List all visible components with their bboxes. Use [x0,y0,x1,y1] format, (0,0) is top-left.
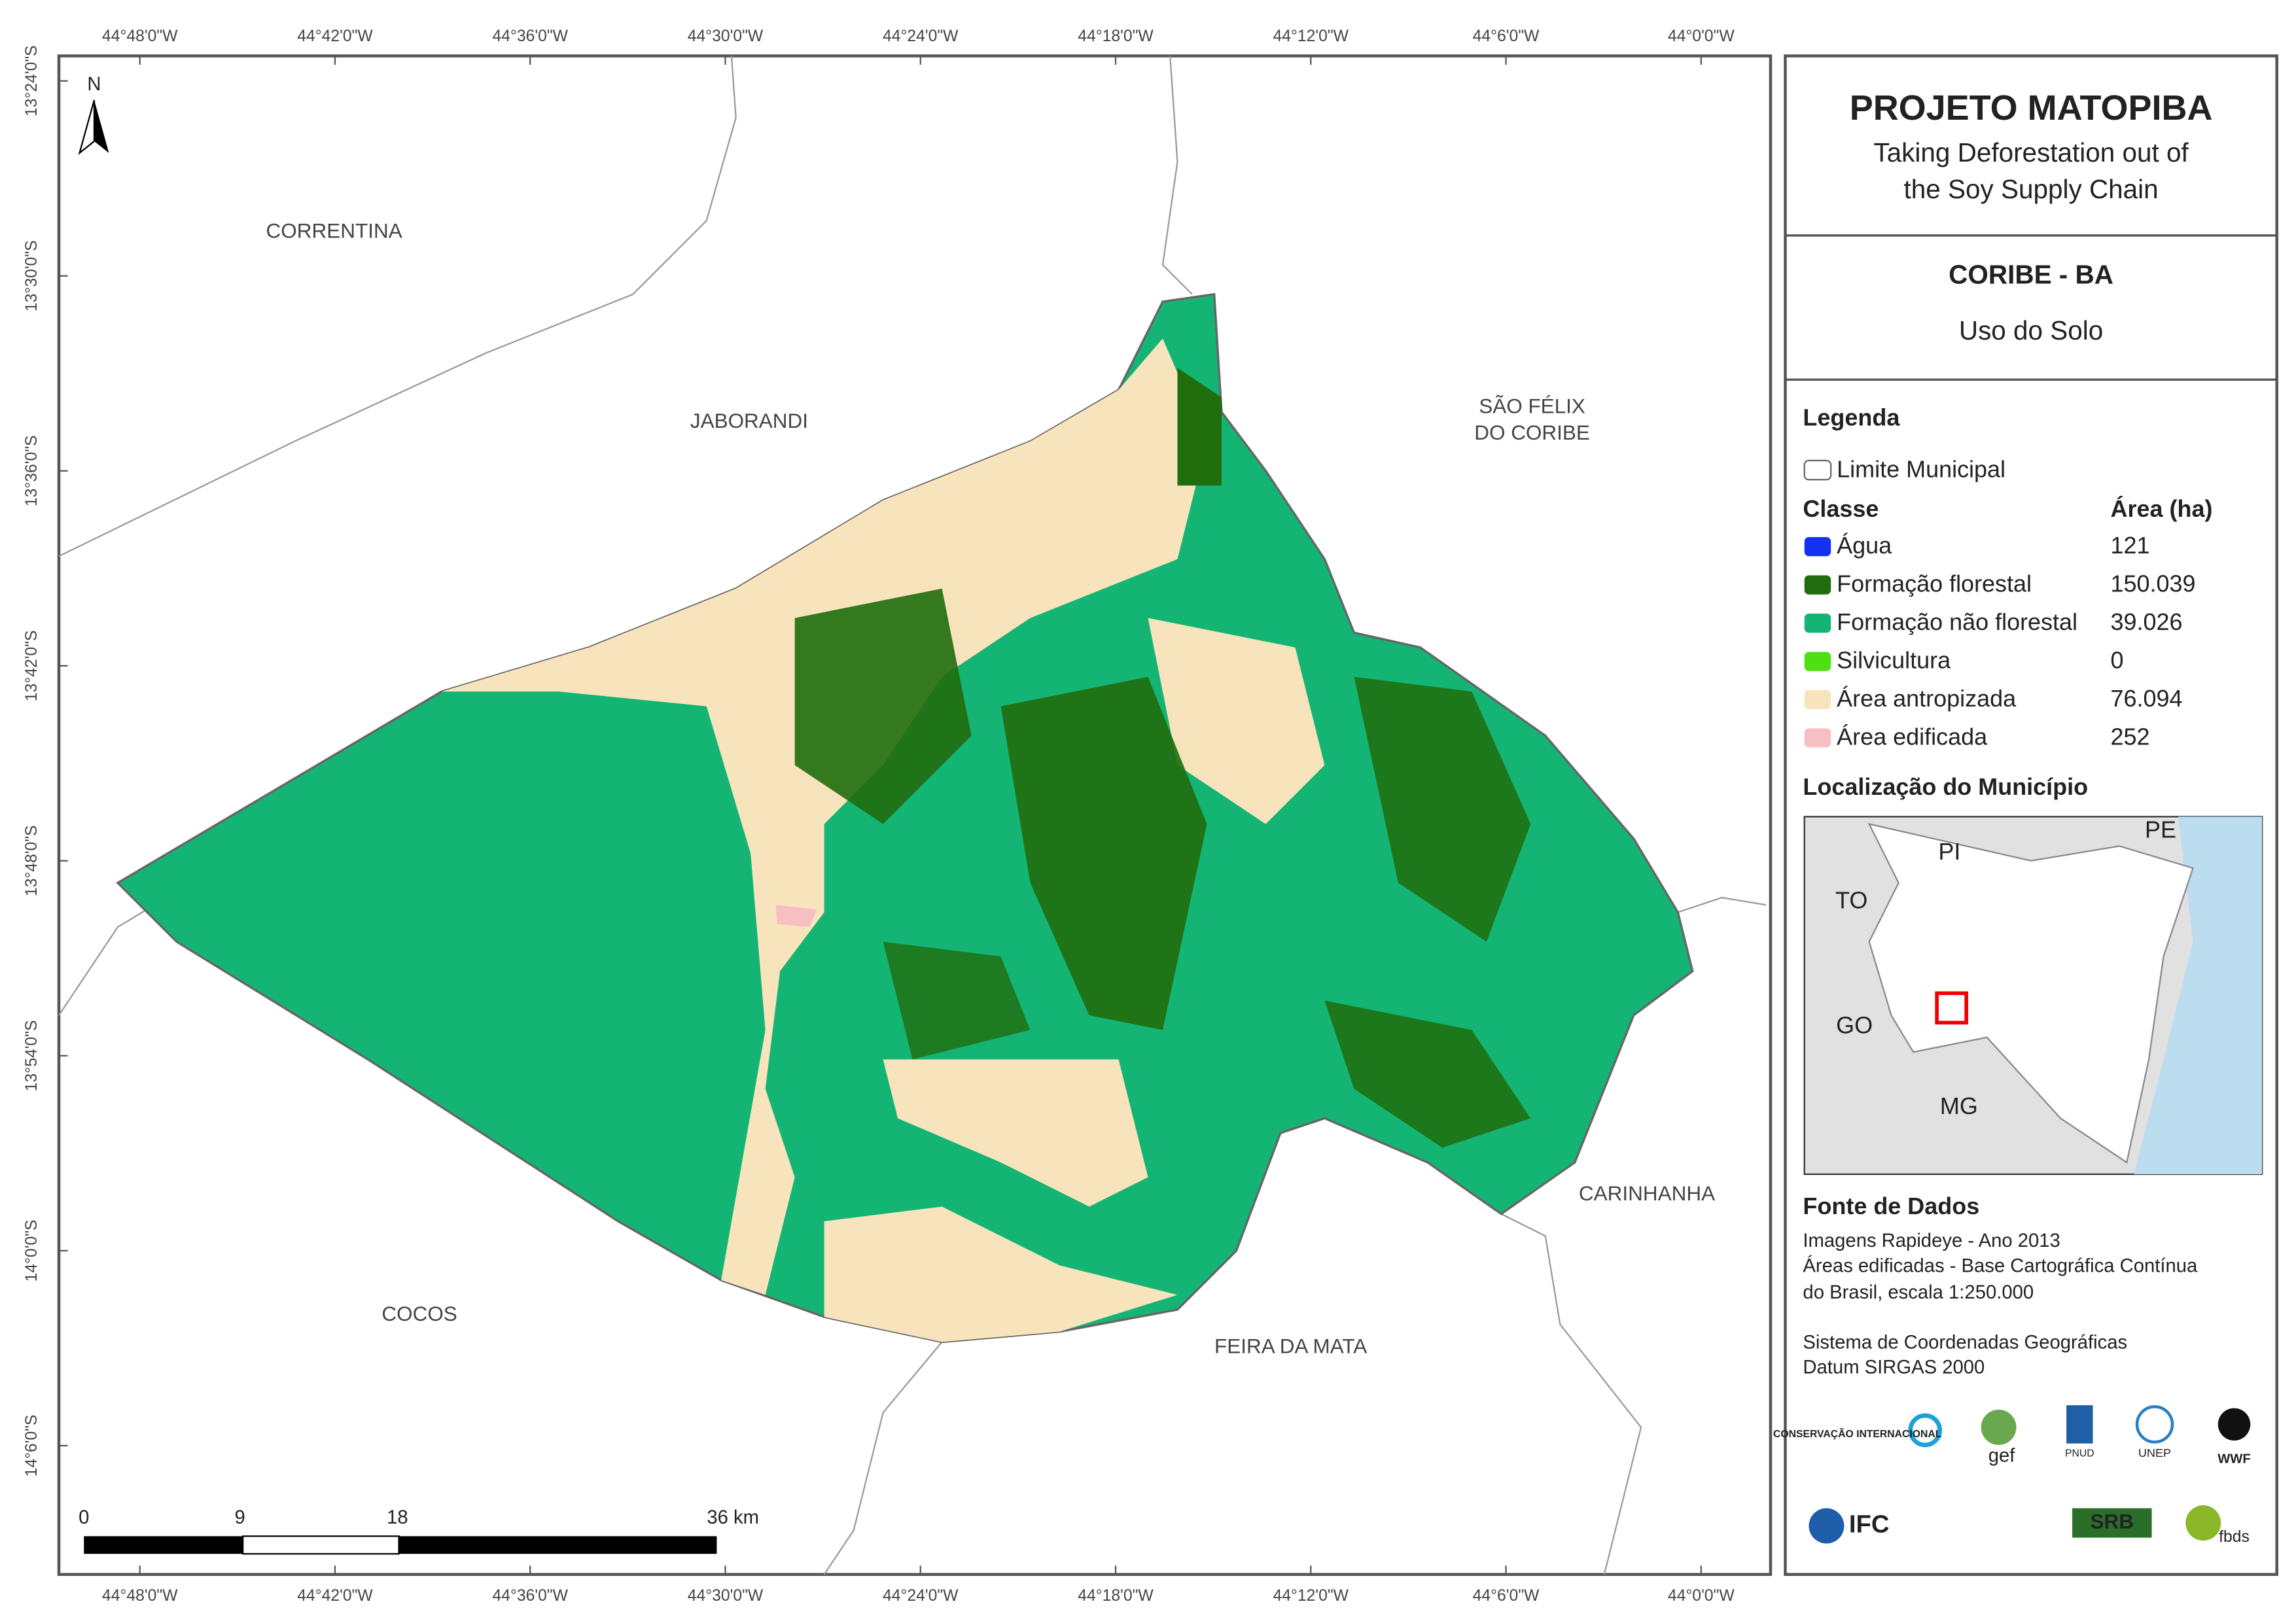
lon-label: 44°36'0"W [492,1587,568,1605]
lon-label: 44°24'0"W [883,1587,959,1605]
scale-label: 36 km [707,1507,759,1528]
lon-label: 44°12'0"W [1273,27,1349,45]
location-map: PI PE TO GO MG [1803,816,2263,1176]
lon-label: 44°48'0"W [102,1587,178,1605]
logo: PNUD [2065,1448,2094,1459]
lon-label: 44°24'0"W [883,27,959,45]
subtitle: the Soy Supply Chain [1903,174,2158,204]
legend-area: 121 [2111,532,2150,559]
place-label: FEIRA DA MATA [1214,1335,1367,1358]
legend-swatch [1804,689,1831,710]
state-label: TO [1835,886,1867,913]
legend-header: Área (ha) [2111,495,2213,522]
logo: SRB [2091,1509,2134,1533]
legend-label: Água [1837,532,1892,559]
lon-label: 44°0'0"W [1668,1587,1735,1605]
state-label: PI [1938,838,1960,865]
legend-swatch [1804,613,1831,633]
lon-label: 44°6'0"W [1473,1587,1540,1605]
logo: CONSERVAÇÃO INTERNACIONAL [1773,1427,1942,1440]
state-label: GO [1836,1012,1873,1039]
logo: fbds [2219,1528,2250,1546]
source-line: Áreas edificadas - Base Cartográfica Con… [1803,1255,2198,1276]
legend-rows: Água 121 Formação florestal 150.039 Formação… [1804,532,2196,750]
lat-label: 13°48'0"S [23,826,41,897]
lon-label: 44°36'0"W [492,27,568,45]
municipality-name: CORIBE - BA [1949,260,2113,290]
lat-label: 13°36'0"S [23,435,41,506]
place-label: JABORANDI [690,409,808,432]
municipality [116,292,1694,1344]
legend-title: Legenda [1803,404,1900,431]
state-label: MG [1940,1092,1978,1119]
lat-label: 14°6'0"S [23,1414,41,1476]
lat-label: 13°42'0"S [23,630,41,701]
lon-label: 44°18'0"W [1078,27,1154,45]
lat-label: 14°0'0"S [23,1219,41,1282]
legend-label: Área antropizada [1837,685,2016,712]
panel [1784,54,2278,1577]
source-line: Imagens Rapideye - Ano 2013 [1803,1230,2060,1251]
lon-label: 44°0'0"W [1668,27,1735,45]
lon-label: 44°30'0"W [688,27,764,45]
source-line: Datum SIRGAS 2000 [1803,1357,1985,1378]
logo: UNEP [2138,1446,2171,1459]
source-line: do Brasil, escala 1:250.000 [1803,1282,2034,1303]
logo: WWF [2217,1452,2251,1467]
place-label: SÃO FÉLIX [1479,394,1585,417]
lon-label: 44°12'0"W [1273,1587,1349,1605]
lon-label: 44°42'0"W [297,1587,373,1605]
legend-area: 39.026 [2111,608,2183,635]
scale-bar: 0 9 18 36 km [79,1507,759,1555]
legend-swatch [1804,728,1831,748]
panel-title: PROJETO MATOPIBA [1850,88,2213,128]
theme: Uso do Solo [1959,315,2103,345]
north-label: N [87,74,101,95]
legend-label: Limite Municipal [1837,455,2005,482]
state-label: PE [2145,816,2176,843]
legend-area: 252 [2111,724,2150,750]
legend-header: Classe [1803,495,1879,522]
legend-label: Formação não florestal [1837,608,2077,635]
sources-title: Fonte de Dados [1803,1193,1979,1219]
logos: CONSERVAÇÃO INTERNACIONAL gef PNUD UNEP … [1773,1405,2251,1546]
legend-label: Área edificada [1837,724,1987,750]
scale-label: 18 [387,1507,408,1528]
coordinates: 44°48'0"W 44°48'0"W 44°42'0"W 44°42'0"W 44°3… [23,27,1735,1605]
source-line: Sistema de Coordenadas Geográficas [1803,1332,2127,1353]
legend-swatch [1804,575,1831,595]
legend-label: Formação florestal [1837,570,2032,597]
place-label: COCOS [381,1302,457,1325]
place-label: CORRENTINA [266,219,402,243]
north-arrow: N [78,74,109,155]
legend-label: Silvicultura [1837,647,1951,674]
lat-label: 13°24'0"S [23,45,41,116]
place-label: DO CORIBE [1474,421,1590,444]
legend-area: 76.094 [2111,685,2183,712]
lat-label: 13°30'0"S [23,240,41,311]
legend-area: 150.039 [2111,570,2196,597]
legend-swatch [1803,459,1832,481]
legend-swatch [1804,652,1831,671]
logo: gef [1988,1446,2016,1467]
logo: IFC [1849,1510,1890,1539]
lon-label: 44°42'0"W [297,27,373,45]
place-label: CARINHANHA [1579,1181,1715,1205]
lon-label: 44°6'0"W [1473,27,1540,45]
lat-label: 13°54'0"S [23,1021,41,1092]
lon-label: 44°18'0"W [1078,1587,1154,1605]
lon-label: 44°30'0"W [688,1587,764,1605]
subtitle: Taking Deforestation out of [1873,137,2189,167]
location-title: Localização do Município [1803,773,2088,800]
legend-area: 0 [2111,647,2124,674]
lon-label: 44°48'0"W [102,27,178,45]
scale-label: 0 [79,1507,89,1528]
legend-swatch [1804,537,1831,557]
scale-label: 9 [235,1507,245,1528]
